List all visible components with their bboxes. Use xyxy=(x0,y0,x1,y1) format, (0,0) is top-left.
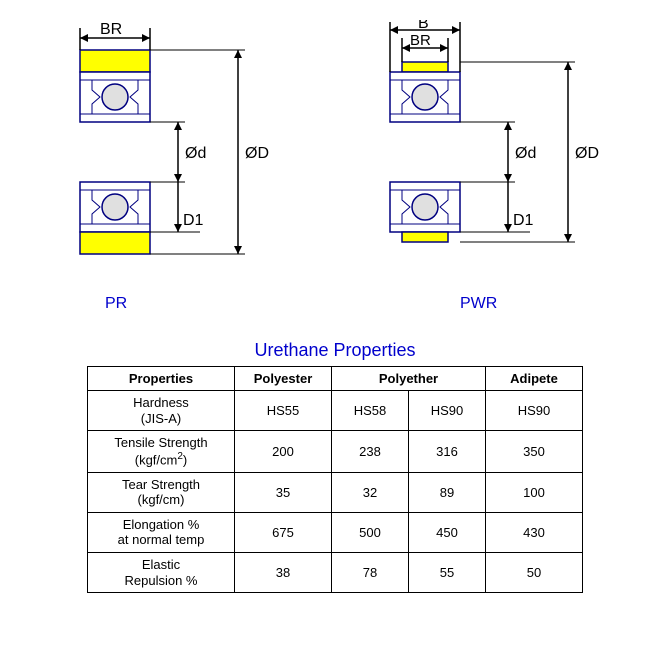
cell: HS55 xyxy=(235,391,332,431)
row-label: Tensile Strength(kgf/cm2) xyxy=(88,431,235,473)
cell: HS58 xyxy=(332,391,409,431)
col-properties: Properties xyxy=(88,367,235,391)
dim-br-right: BR xyxy=(410,32,431,49)
diagram-pr-svg: BR Ød ØD D1 xyxy=(50,20,280,300)
cell: HS90 xyxy=(409,391,486,431)
col-polyester: Polyester xyxy=(235,367,332,391)
row-label: Hardness(JIS-A) xyxy=(88,391,235,431)
dim-d-right: Ød xyxy=(515,145,536,162)
cell: 38 xyxy=(235,553,332,593)
diagram-pwr: B BR Ød ØD D1 xyxy=(360,20,630,305)
table-title: Urethane Properties xyxy=(0,340,670,361)
table-row: ElasticRepulsion %38785550 xyxy=(88,553,583,593)
table-row: Tensile Strength(kgf/cm2)200238316350 xyxy=(88,431,583,473)
cell: 50 xyxy=(486,553,583,593)
table-row: Tear Strength(kgf/cm)353289100 xyxy=(88,472,583,512)
cell: 500 xyxy=(332,512,409,552)
diagram-pwr-svg: B BR Ød ØD D1 xyxy=(360,20,630,300)
col-adipete: Adipete xyxy=(486,367,583,391)
dim-b-right: B xyxy=(418,20,429,32)
table-body: Hardness(JIS-A)HS55HS58HS90HS90Tensile S… xyxy=(88,391,583,593)
cell: 675 xyxy=(235,512,332,552)
row-label: Tear Strength(kgf/cm) xyxy=(88,472,235,512)
dim-D-left: ØD xyxy=(245,145,269,162)
cell: 78 xyxy=(332,553,409,593)
cell: 200 xyxy=(235,431,332,473)
cell: HS90 xyxy=(486,391,583,431)
col-polyether: Polyether xyxy=(332,367,486,391)
dim-D-right: ØD xyxy=(575,145,599,162)
cell: 316 xyxy=(409,431,486,473)
cell: 450 xyxy=(409,512,486,552)
table-header-row: Properties Polyester Polyether Adipete xyxy=(88,367,583,391)
cell: 55 xyxy=(409,553,486,593)
properties-table: Properties Polyester Polyether Adipete H… xyxy=(87,366,583,593)
cell: 32 xyxy=(332,472,409,512)
row-label: Elongation %at normal temp xyxy=(88,512,235,552)
cell: 35 xyxy=(235,472,332,512)
dim-br-left: BR xyxy=(100,21,122,38)
diagram-pr-label: PR xyxy=(105,295,127,313)
table-row: Elongation %at normal temp675500450430 xyxy=(88,512,583,552)
dim-d-left: Ød xyxy=(185,145,206,162)
diagram-area: BR Ød ØD D1 PR xyxy=(0,0,670,330)
cell: 350 xyxy=(486,431,583,473)
dim-d1-right: D1 xyxy=(513,212,534,229)
cell: 100 xyxy=(486,472,583,512)
cell: 430 xyxy=(486,512,583,552)
cell: 89 xyxy=(409,472,486,512)
dim-d1-left: D1 xyxy=(183,212,204,229)
row-label: ElasticRepulsion % xyxy=(88,553,235,593)
cell: 238 xyxy=(332,431,409,473)
diagram-pr: BR Ød ØD D1 PR xyxy=(50,20,280,305)
table-row: Hardness(JIS-A)HS55HS58HS90HS90 xyxy=(88,391,583,431)
diagram-pwr-label: PWR xyxy=(460,295,497,313)
